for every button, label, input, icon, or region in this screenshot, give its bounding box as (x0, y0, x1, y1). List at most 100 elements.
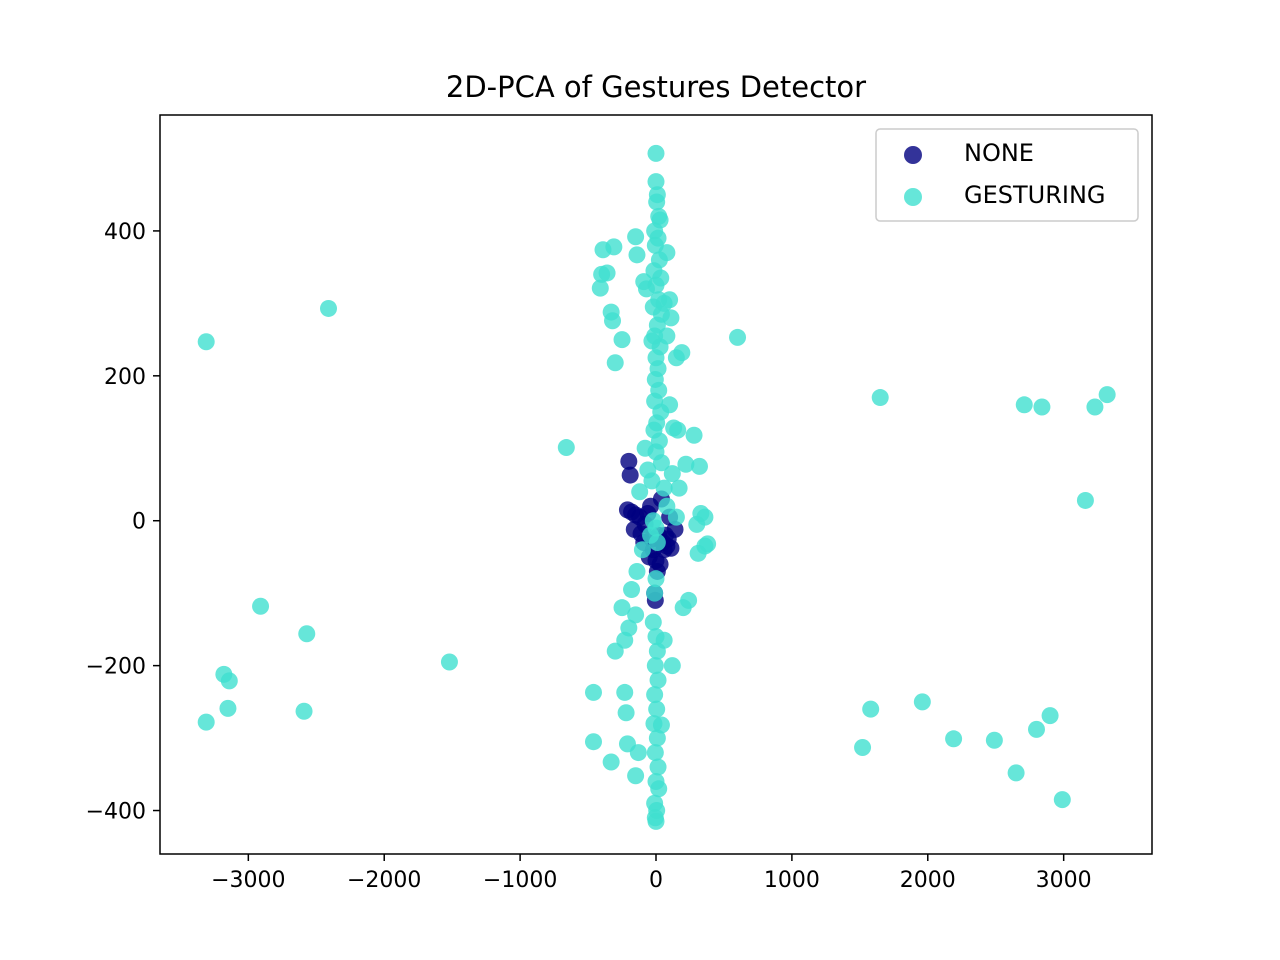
data-point-gesturing (645, 715, 663, 733)
data-point-gesturing (649, 671, 667, 689)
data-point-gesturing (677, 455, 695, 473)
data-point-gesturing (605, 238, 623, 256)
data-point-gesturing (1041, 707, 1059, 725)
data-point-gesturing (661, 291, 679, 309)
data-point-gesturing (669, 421, 687, 439)
data-point-gesturing (647, 812, 665, 830)
chart-title: 2D-PCA of Gestures Detector (446, 70, 866, 104)
data-point-gesturing (627, 606, 645, 624)
data-point-gesturing (690, 457, 708, 475)
data-point-gesturing (871, 389, 889, 407)
data-point-gesturing (295, 702, 313, 720)
data-point-gesturing (646, 657, 664, 675)
data-point-gesturing (197, 713, 215, 731)
series-gesturing (197, 144, 1116, 830)
y-tick-label: −200 (86, 655, 146, 680)
data-point-gesturing (557, 439, 575, 457)
data-point-gesturing (662, 309, 680, 327)
data-point-gesturing (646, 744, 664, 762)
data-point-gesturing (623, 581, 641, 599)
data-point-gesturing (320, 299, 338, 317)
data-point-gesturing (1007, 764, 1025, 782)
data-point-gesturing (1053, 791, 1071, 809)
x-tick-label: −2000 (347, 868, 421, 893)
data-point-gesturing (591, 279, 609, 297)
data-point-gesturing (913, 693, 931, 711)
data-point-gesturing (862, 700, 880, 718)
data-point-gesturing (673, 344, 691, 362)
data-point-gesturing (685, 426, 703, 444)
data-point-gesturing (616, 683, 634, 701)
data-point-gesturing (854, 738, 872, 756)
data-point-gesturing (945, 730, 963, 748)
data-point-gesturing (440, 653, 458, 671)
data-point-gesturing (584, 733, 602, 751)
data-point-gesturing (627, 228, 645, 246)
data-point-gesturing (663, 465, 681, 483)
data-point-gesturing (613, 331, 631, 349)
data-point-gesturing (220, 672, 238, 690)
data-point-gesturing (655, 479, 673, 497)
y-tick-label: 0 (132, 510, 146, 535)
data-point-gesturing (637, 280, 655, 298)
data-point-gesturing (680, 591, 698, 609)
data-point-gesturing (602, 753, 620, 771)
data-point-none (621, 466, 639, 484)
y-tick-label: 200 (104, 365, 146, 390)
legend-label-none: NONE (964, 139, 1034, 167)
data-point-gesturing (628, 246, 646, 264)
legend-marker-gesturing (904, 188, 922, 206)
data-point-gesturing (298, 625, 316, 643)
data-point-gesturing (1033, 398, 1051, 416)
data-point-gesturing (584, 683, 602, 701)
data-point-gesturing (197, 333, 215, 351)
data-point-gesturing (1015, 396, 1033, 414)
x-tick-label: −3000 (211, 868, 285, 893)
y-tick-label: 400 (104, 220, 146, 245)
data-point-gesturing (647, 519, 665, 537)
y-tick-label: −400 (86, 800, 146, 825)
data-point-gesturing (631, 483, 649, 501)
data-point-gesturing (1086, 398, 1104, 416)
data-point-gesturing (617, 704, 635, 722)
data-point-gesturing (613, 599, 631, 617)
data-point-gesturing (670, 479, 688, 497)
data-point-gesturing (646, 584, 664, 602)
data-point-gesturing (629, 744, 647, 762)
x-tick-label: 3000 (1036, 868, 1092, 893)
data-point-gesturing (648, 729, 666, 747)
data-point-gesturing (604, 312, 622, 330)
data-point-gesturing (643, 472, 661, 490)
x-tick-label: 2000 (900, 868, 956, 893)
data-point-gesturing (658, 244, 676, 262)
data-point-gesturing (644, 613, 662, 631)
data-point-gesturing (643, 332, 661, 350)
data-point-gesturing (648, 642, 666, 660)
data-point-gesturing (633, 541, 651, 559)
data-point-gesturing (647, 173, 665, 191)
data-point-gesturing (219, 699, 237, 717)
legend-label-gesturing: GESTURING (964, 181, 1106, 209)
data-point-gesturing (593, 265, 611, 283)
data-point-gesturing (649, 758, 667, 776)
data-point-none (620, 452, 638, 470)
data-point-gesturing (985, 731, 1003, 749)
data-point-gesturing (1027, 720, 1045, 738)
data-point-gesturing (620, 619, 638, 637)
x-tick-label: 1000 (764, 868, 820, 893)
legend-marker-none (904, 146, 922, 164)
x-tick-label: −1000 (483, 868, 557, 893)
x-tick-label: 0 (649, 868, 663, 893)
data-point-gesturing (627, 767, 645, 785)
data-point-gesturing (689, 544, 707, 562)
data-point-gesturing (658, 497, 676, 515)
x-axis: −3000 −2000 −1000 0 1000 2000 3000 (211, 854, 1092, 893)
y-axis: −400 −200 0 200 400 (86, 220, 160, 825)
series-layer (197, 144, 1116, 830)
data-point-gesturing (648, 533, 666, 551)
data-point-gesturing (252, 597, 270, 615)
data-point-gesturing (647, 628, 665, 646)
data-point-gesturing (636, 439, 654, 457)
legend-box (875, 128, 1139, 222)
